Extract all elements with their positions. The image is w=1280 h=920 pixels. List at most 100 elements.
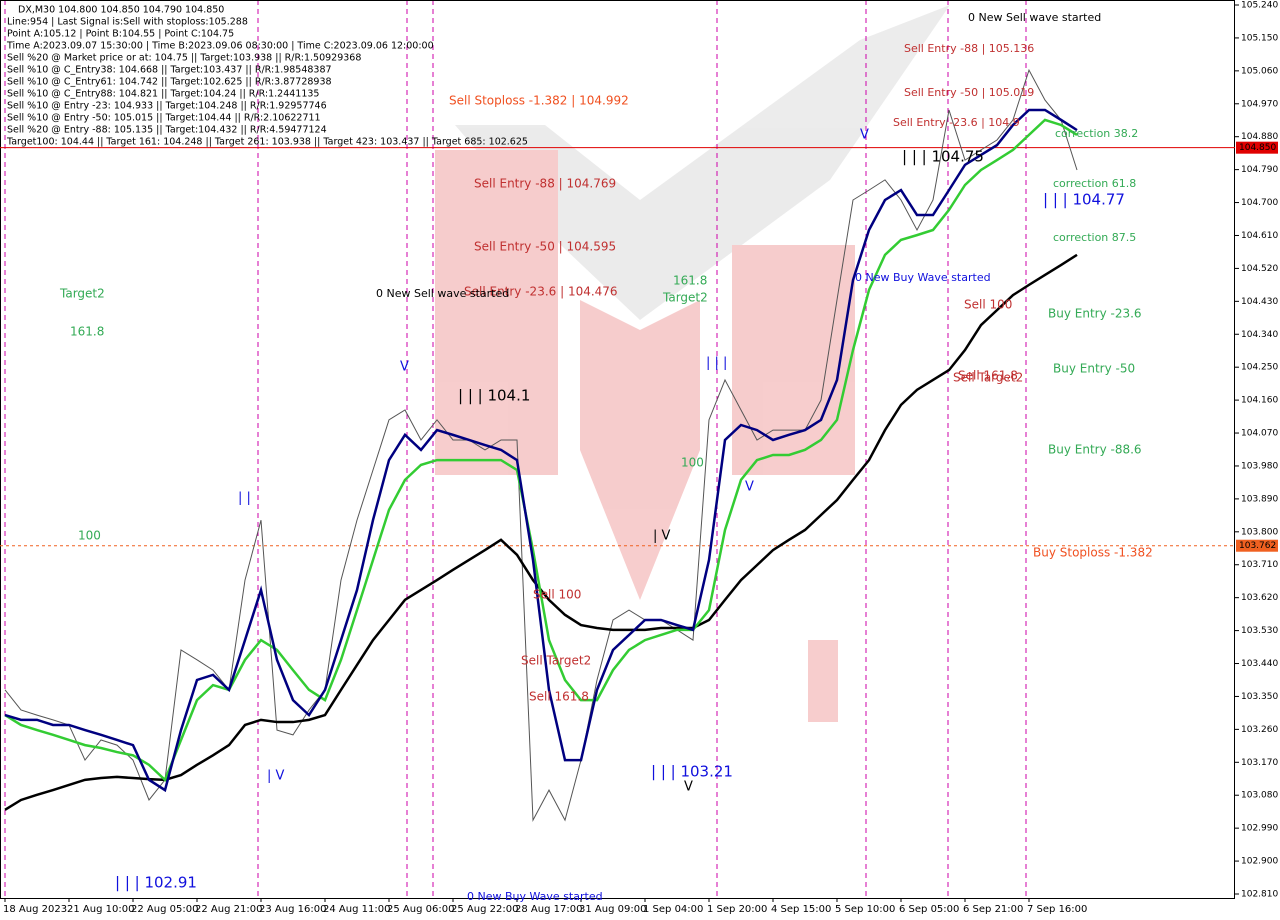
logo-shape [732, 245, 855, 475]
watermark [435, 5, 950, 722]
annotation: 161.8 [70, 325, 104, 339]
annotation: | | | 103.21 [651, 763, 733, 781]
annotation: Sell Entry -23.6 | 104.476 [464, 285, 618, 299]
info-line: Sell %10 @ Entry -23: 104.933 || Target:… [7, 101, 327, 112]
annotation: | | | 104.75 [902, 148, 984, 166]
y-tick-label: 104.160 [1241, 396, 1278, 406]
y-tick-label: 103.800 [1241, 527, 1278, 537]
info-line: Sell %10 @ C_Entry61: 104.742 || Target:… [7, 77, 332, 88]
y-tick-label: 104.340 [1241, 330, 1278, 340]
series-line [4, 118, 1078, 783]
y-tick-label: 105.150 [1241, 33, 1278, 43]
y-tick-label: 105.240 [1241, 1, 1278, 11]
x-tick-label: 24 Aug 11:00 [323, 904, 390, 915]
annotation: Sell Target2 [953, 371, 1023, 385]
annotation: | V [653, 529, 671, 544]
annotation: | | | 104.77 [1043, 191, 1125, 209]
annotation: Sell 161.8 [958, 369, 1018, 383]
y-tick-label: 103.440 [1241, 659, 1278, 669]
annotation: correction 61.8 [1053, 177, 1136, 190]
info-line: Sell %20 @ Entry -88: 105.135 || Target:… [7, 125, 327, 136]
annotation: | V [267, 769, 285, 784]
y-tick-label: 104.610 [1241, 231, 1278, 241]
x-tick-label: 25 Aug 22:00 [451, 904, 518, 915]
annotation: V [400, 360, 409, 375]
x-tick-label: 18 Aug 2023 [3, 904, 67, 915]
y-tick-label: 104.880 [1241, 132, 1278, 142]
x-tick-label: 23 Aug 16:00 [259, 904, 326, 915]
plot-frame [0, 0, 1235, 899]
annotation: Buy Entry -50 [1053, 362, 1135, 376]
x-tick-label: 22 Aug 05:00 [131, 904, 198, 915]
annotation: Buy Stoploss -1.382 [1033, 546, 1153, 560]
y-tick-label: 103.620 [1241, 593, 1278, 603]
annotation: | | | 104.1 [458, 387, 530, 405]
x-tick-label: 1 Sep 20:00 [707, 904, 767, 915]
y-tick-label: 102.900 [1241, 857, 1278, 867]
annotation: Target2 [662, 291, 708, 305]
annotation: | | | 102.91 [115, 874, 197, 892]
annotation: Sell Entry -50 | 105.019 [904, 86, 1034, 99]
annotation: Sell Entry -50 | 104.595 [474, 240, 616, 254]
logo-shape [455, 5, 950, 320]
x-tick-label: 22 Aug 21:00 [195, 904, 262, 915]
logo-shape [808, 640, 838, 722]
logo-shape [435, 150, 558, 475]
annotation: | | [238, 491, 251, 506]
y-tick-label: 104.070 [1241, 429, 1278, 439]
y-tick-label: 104.430 [1241, 297, 1278, 307]
y-tick-label: 104.700 [1241, 198, 1278, 208]
y-tick-label: 105.060 [1241, 66, 1278, 76]
session-lines [4, 0, 1027, 898]
annotation: Sell Target2 [521, 654, 591, 668]
annotation: V [684, 780, 693, 795]
price-level-label: 103.762 [1239, 541, 1276, 551]
annotation: Target2 [59, 287, 105, 301]
annotation: | | | [706, 356, 727, 371]
series-line [4, 108, 1078, 793]
info-line: Line:954 | Last Signal is:Sell with stop… [7, 17, 248, 28]
annotation: Sell Stoploss -1.382 | 104.992 [449, 94, 629, 108]
price-level-box [1236, 141, 1278, 154]
y-tick-label: 104.970 [1241, 99, 1278, 109]
annotation: 0 New Sell wave started [968, 11, 1101, 24]
annotation: 100 [78, 529, 101, 543]
price-level-box [1236, 539, 1278, 552]
x-tick-label: 31 Aug 09:00 [579, 904, 646, 915]
annotation: Sell Entry -88 | 104.769 [474, 177, 616, 191]
annotation: Buy Entry -88.6 [1048, 443, 1142, 457]
y-tick-label: 102.990 [1241, 824, 1278, 834]
info-line: DX,M30 104.800 104.850 104.790 104.850 [18, 5, 224, 16]
price-level-label: 104.850 [1239, 143, 1276, 153]
x-tick-label: 25 Aug 06:00 [387, 904, 454, 915]
series-line [4, 68, 1078, 822]
info-line: Sell %10 @ C_Entry38: 104.668 || Target:… [7, 65, 332, 76]
info-line: Sell %10 @ Entry -50: 105.015 || Target:… [7, 113, 321, 124]
info-line: Sell %20 @ Market price or at: 104.75 ||… [7, 53, 361, 64]
x-tick-label: 4 Sep 15:00 [771, 904, 831, 915]
annotation: 0 New Buy Wave started [467, 890, 603, 903]
x-tick-label: 6 Sep 05:00 [899, 904, 959, 915]
y-tick-label: 103.530 [1241, 626, 1278, 636]
x-tick-label: 6 Sep 21:00 [963, 904, 1023, 915]
y-tick-label: 103.170 [1241, 758, 1278, 768]
logo-shape [580, 300, 700, 600]
info-line: Time A:2023.09.07 15:30:00 | Time B:2023… [6, 41, 434, 52]
x-tick-label: 21 Aug 10:00 [67, 904, 134, 915]
annotation: Sell Entry -88 | 105.136 [904, 42, 1034, 55]
y-tick-label: 102.810 [1241, 890, 1278, 900]
y-tick-label: 103.260 [1241, 725, 1278, 735]
x-tick-label: 7 Sep 16:00 [1027, 904, 1087, 915]
annotation: Buy Entry -23.6 [1048, 307, 1142, 321]
annotation: 161.8 [673, 274, 707, 288]
y-tick-label: 103.710 [1241, 560, 1278, 570]
y-tick-label: 103.350 [1241, 692, 1278, 702]
annotation: 0 New Sell wave started [376, 287, 509, 300]
annotation: correction 87.5 [1053, 231, 1136, 244]
annotation: Sell Entry -23.6 | 104.9 [893, 116, 1020, 129]
annotation: Sell 100 [533, 588, 581, 602]
annotation: V [745, 480, 754, 495]
y-tick-label: 104.250 [1241, 363, 1278, 373]
